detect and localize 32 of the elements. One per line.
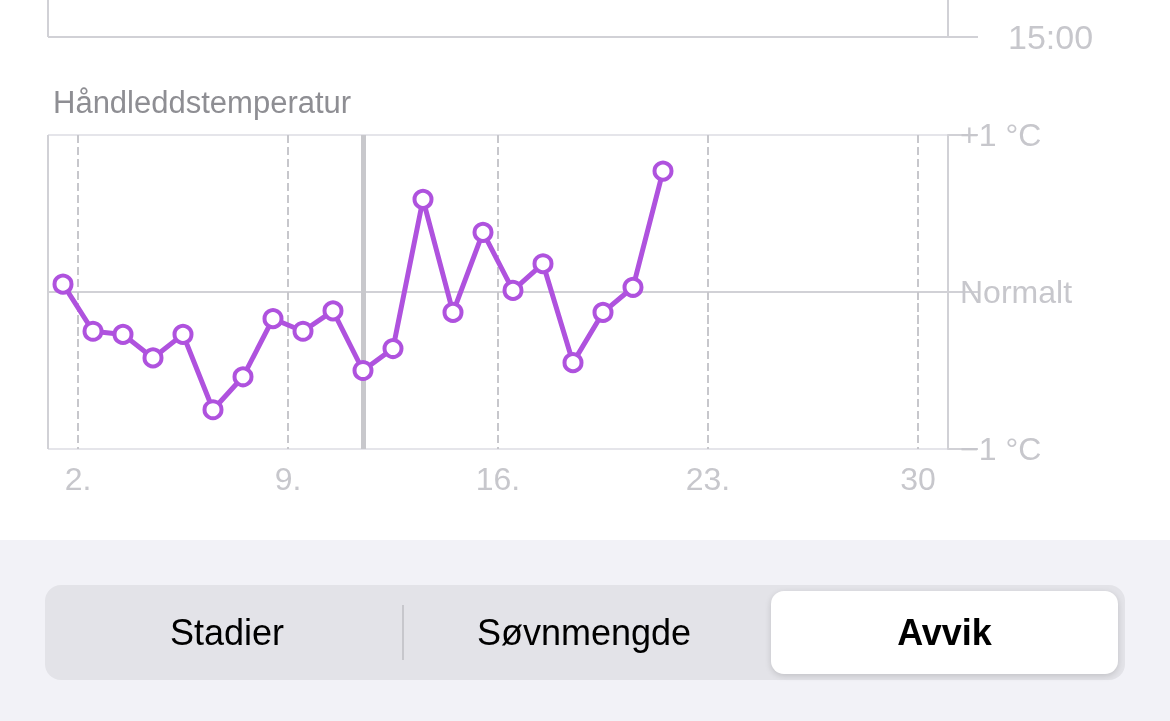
point xyxy=(142,347,164,369)
point xyxy=(532,253,554,275)
x-tick-label: 30 xyxy=(900,461,936,497)
point xyxy=(172,323,194,345)
x-tick-label: 9. xyxy=(274,461,302,497)
point xyxy=(292,320,314,342)
point xyxy=(82,320,104,342)
y-tick-label: Normalt xyxy=(960,274,1073,310)
point xyxy=(442,301,464,323)
segmented-control: Stadier Søvnmengde Avvik xyxy=(45,585,1125,680)
point xyxy=(112,323,134,345)
point xyxy=(382,338,404,360)
y-tick-label: +1 °C xyxy=(960,117,1042,153)
point xyxy=(322,300,344,322)
point xyxy=(202,399,224,421)
point xyxy=(562,352,584,374)
y-tick-label: −1 °C xyxy=(960,431,1042,467)
chart-title: Håndleddstemperatur xyxy=(53,85,352,120)
point xyxy=(472,221,494,243)
point xyxy=(262,308,284,330)
point xyxy=(592,301,614,323)
x-tick-label: 23. xyxy=(685,461,731,497)
x-tick-label: 2. xyxy=(64,461,92,497)
point xyxy=(52,273,74,295)
x-tick-label: 16. xyxy=(475,461,521,497)
point xyxy=(232,366,254,388)
text: 15:00 xyxy=(1008,18,1094,56)
point xyxy=(622,276,644,298)
point xyxy=(652,160,674,182)
point xyxy=(352,360,374,381)
point xyxy=(502,279,524,301)
point xyxy=(412,188,434,210)
